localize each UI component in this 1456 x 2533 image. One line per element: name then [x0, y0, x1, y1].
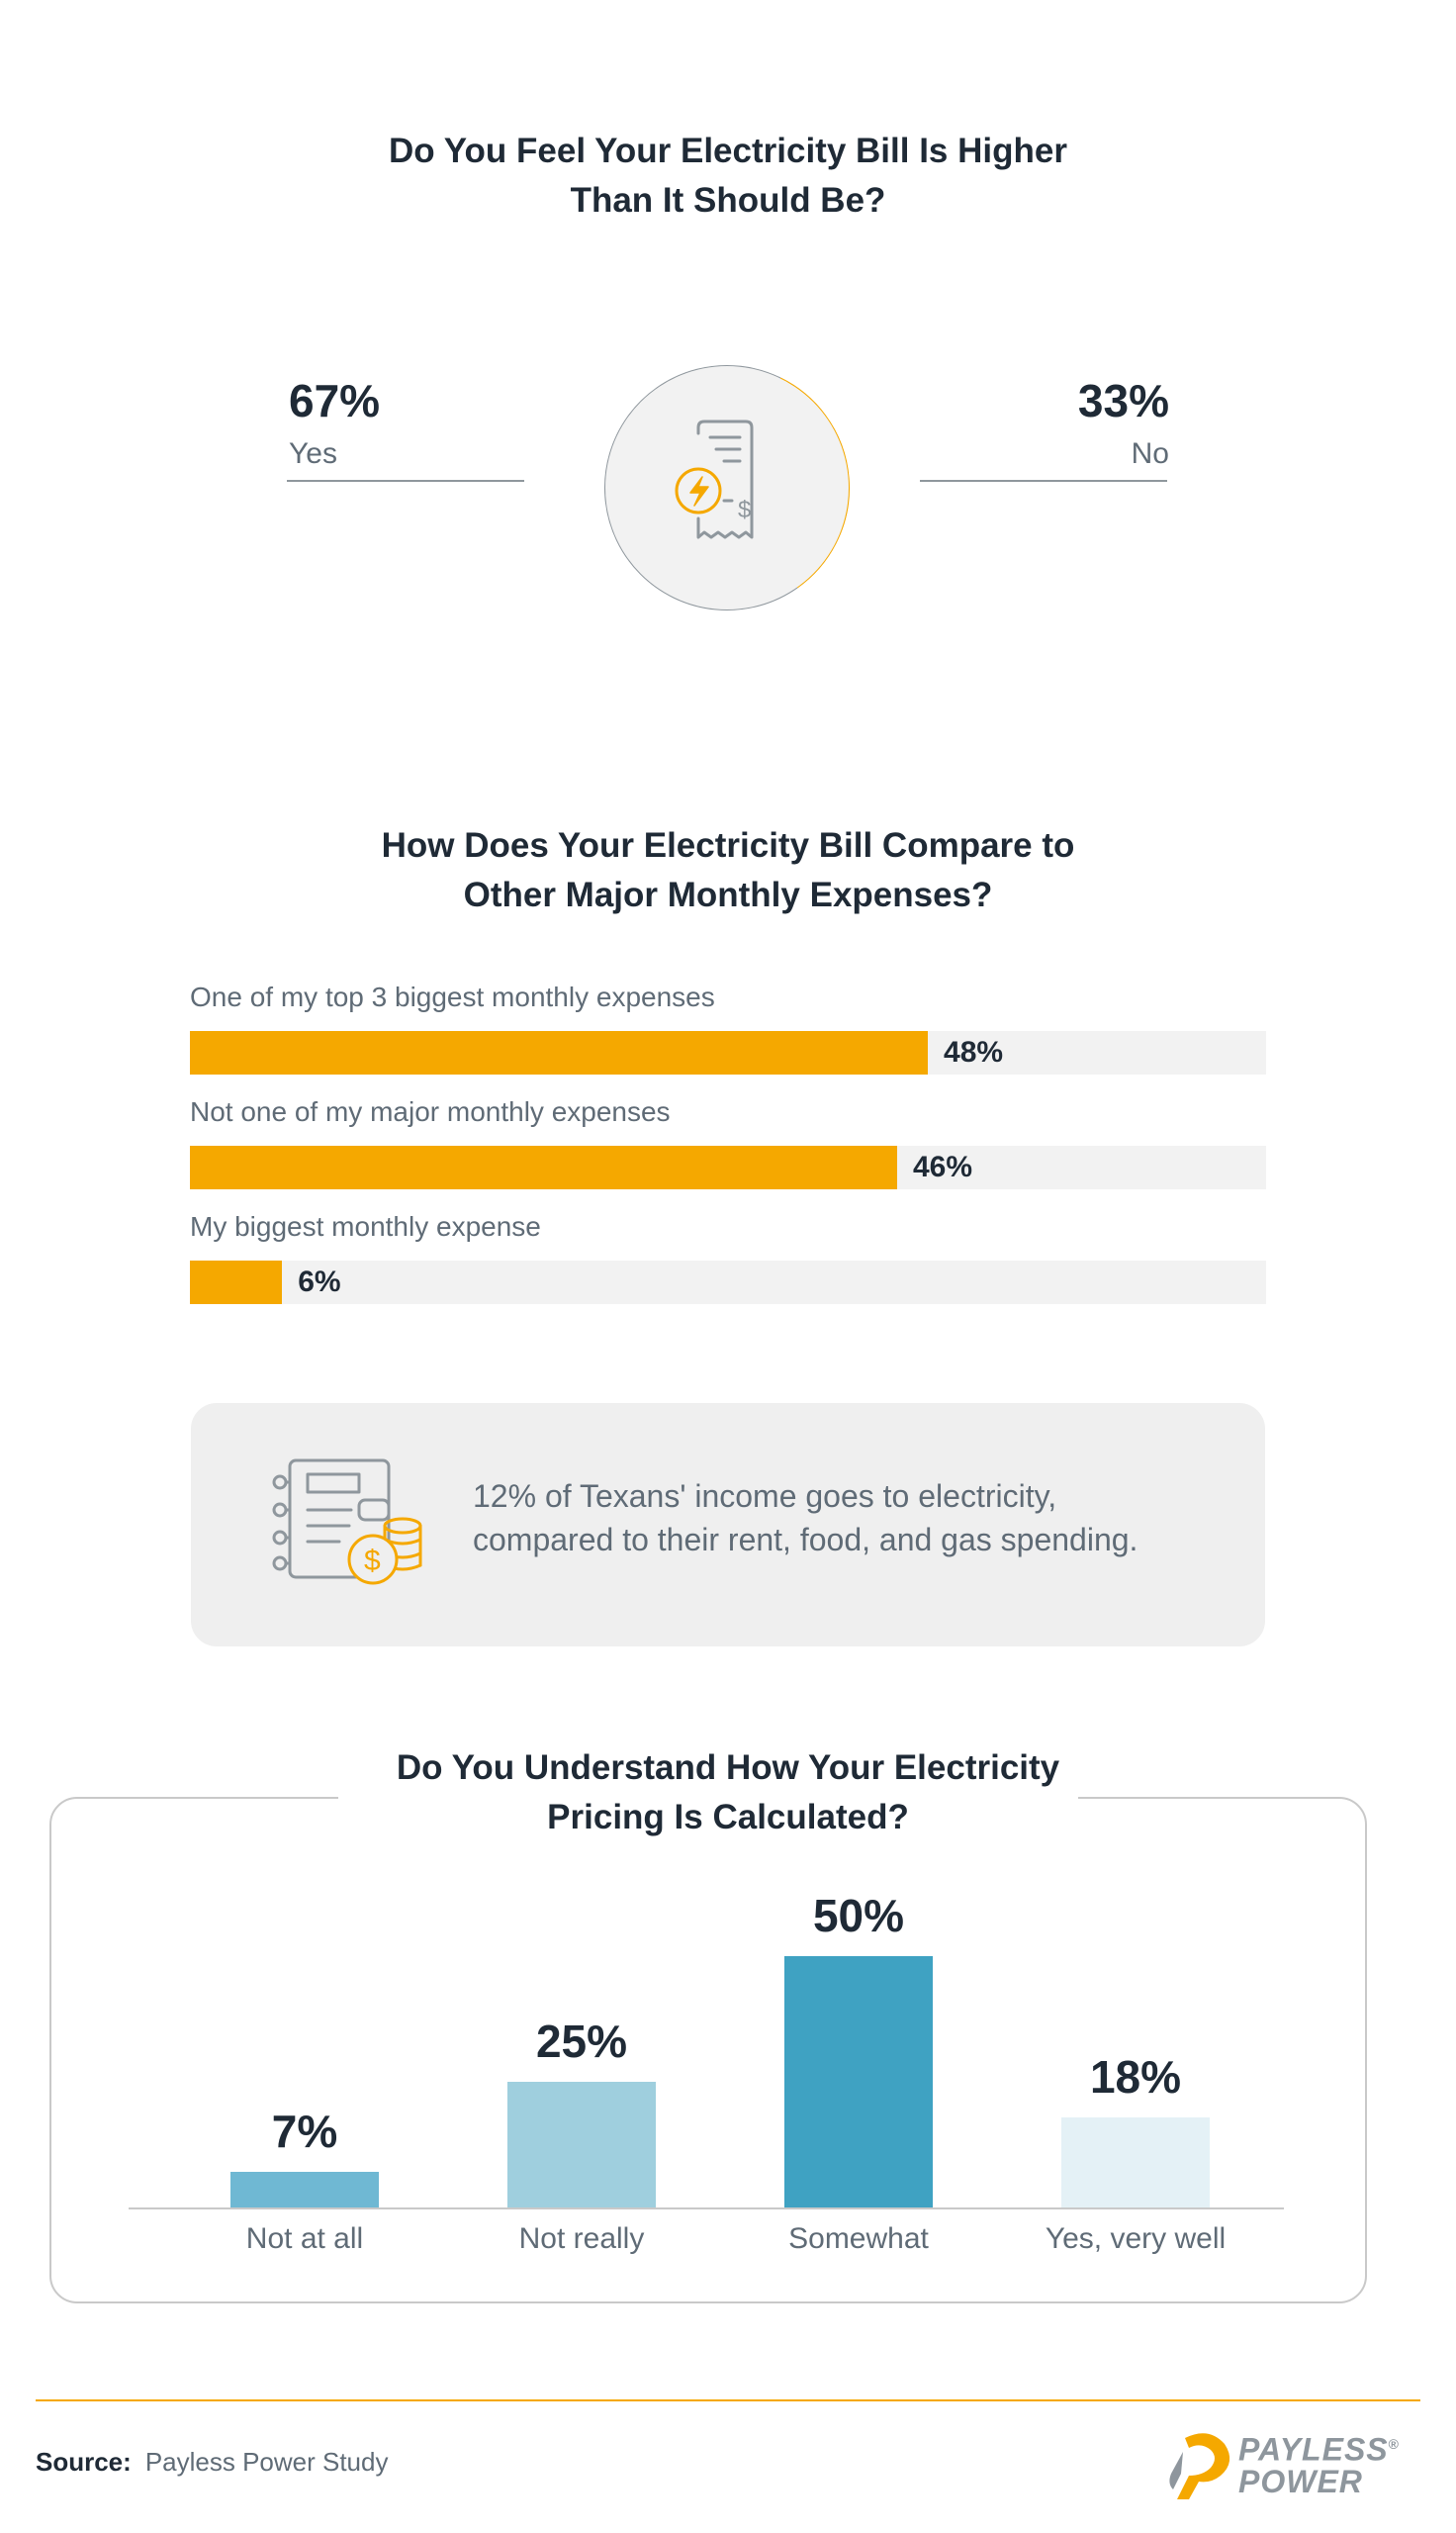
expense-category-label: My biggest monthly expense — [190, 1211, 541, 1242]
pricing-category-label: Somewhat — [788, 2222, 929, 2255]
expense-bar-track: 6% — [190, 1261, 1266, 1304]
yes-label: Yes — [289, 437, 337, 470]
footer-divider — [36, 2399, 1420, 2401]
pricing-title-line-2: Pricing Is Calculated? — [547, 1798, 909, 1836]
callout-text: 12% of Texans' income goes to electricit… — [473, 1474, 1225, 1561]
expense-bar-value: 6% — [298, 1266, 341, 1298]
pricing-bar — [230, 2172, 379, 2207]
no-label: No — [1131, 437, 1169, 470]
pricing-title-background — [338, 1737, 1078, 1846]
donut-chart-title: Do You Feel Your Electricity Bill Is Hig… — [0, 127, 1456, 226]
donut-center — [605, 366, 849, 610]
pricing-bar — [507, 2082, 656, 2207]
pricing-bar-value: 50% — [812, 1890, 905, 1941]
expense-bar-value: 48% — [944, 1036, 1004, 1069]
callout-line-1: 12% of Texans' income goes to electricit… — [473, 1478, 1057, 1514]
payless-power-logo: PAYLESS® POWER — [1159, 2424, 1426, 2503]
svg-text:$: $ — [738, 497, 751, 523]
pricing-bar — [784, 1956, 933, 2207]
pricing-bar-value: 7% — [271, 2106, 338, 2158]
expense-title-line-2: Other Major Monthly Expenses? — [463, 876, 993, 914]
expense-category-label: One of my top 3 biggest monthly expenses — [190, 982, 715, 1012]
pricing-bar — [1061, 2116, 1210, 2207]
source-text: Payless Power Study — [144, 2447, 389, 2477]
expense-bar-track: 46% — [190, 1146, 1266, 1189]
pricing-category-label: Yes, very well — [1045, 2222, 1227, 2255]
logo-word-1: PAYLESS — [1238, 2431, 1389, 2468]
pricing-chart-title: Do You Understand How Your Electricity P… — [0, 1743, 1456, 1842]
expense-chart-title: How Does Your Electricity Bill Compare t… — [0, 821, 1456, 920]
expense-title-line-1: How Does Your Electricity Bill Compare t… — [381, 826, 1075, 865]
electricity-bill-icon: $ — [675, 420, 754, 539]
yes-percent: 67% — [289, 375, 381, 426]
pricing-bar-value: 25% — [535, 2016, 628, 2067]
donut-chart: $ — [287, 365, 1167, 610]
budget-coins-icon: $ — [272, 1458, 422, 1585]
expense-category-label: Not one of my major monthly expenses — [190, 1096, 671, 1127]
no-percent: 33% — [1077, 375, 1169, 426]
donut-title-line-1: Do You Feel Your Electricity Bill Is Hig… — [389, 132, 1067, 170]
logo-mark-icon — [1169, 2433, 1230, 2499]
pricing-category-label: Not at all — [245, 2222, 364, 2255]
svg-text:$: $ — [364, 1545, 381, 1577]
income-callout: $ 12% of Texans' income goes to electric… — [191, 1403, 1265, 1646]
expense-bar — [190, 1261, 283, 1304]
callout-line-2: compared to their rent, food, and gas sp… — [473, 1522, 1138, 1557]
pricing-bar-value: 18% — [1089, 2050, 1182, 2103]
expense-bar — [190, 1146, 897, 1189]
logo-word-2: POWER — [1238, 2463, 1363, 2499]
source-line: Source: Payless Power Study — [36, 2447, 388, 2478]
logo-registered-mark: ® — [1388, 2436, 1400, 2452]
expense-bar — [190, 1031, 929, 1075]
logo-wordmark: PAYLESS® POWER — [1238, 2428, 1400, 2497]
donut-title-line-2: Than It Should Be? — [570, 181, 886, 220]
expense-bar-track: 48% — [190, 1031, 1266, 1075]
expense-bar-value: 46% — [912, 1151, 973, 1183]
pricing-chart-baseline — [129, 2207, 1284, 2209]
pricing-category-label: Not really — [518, 2222, 645, 2255]
pricing-title-line-1: Do You Understand How Your Electricity — [396, 1748, 1060, 1787]
source-label: Source: — [36, 2447, 132, 2477]
